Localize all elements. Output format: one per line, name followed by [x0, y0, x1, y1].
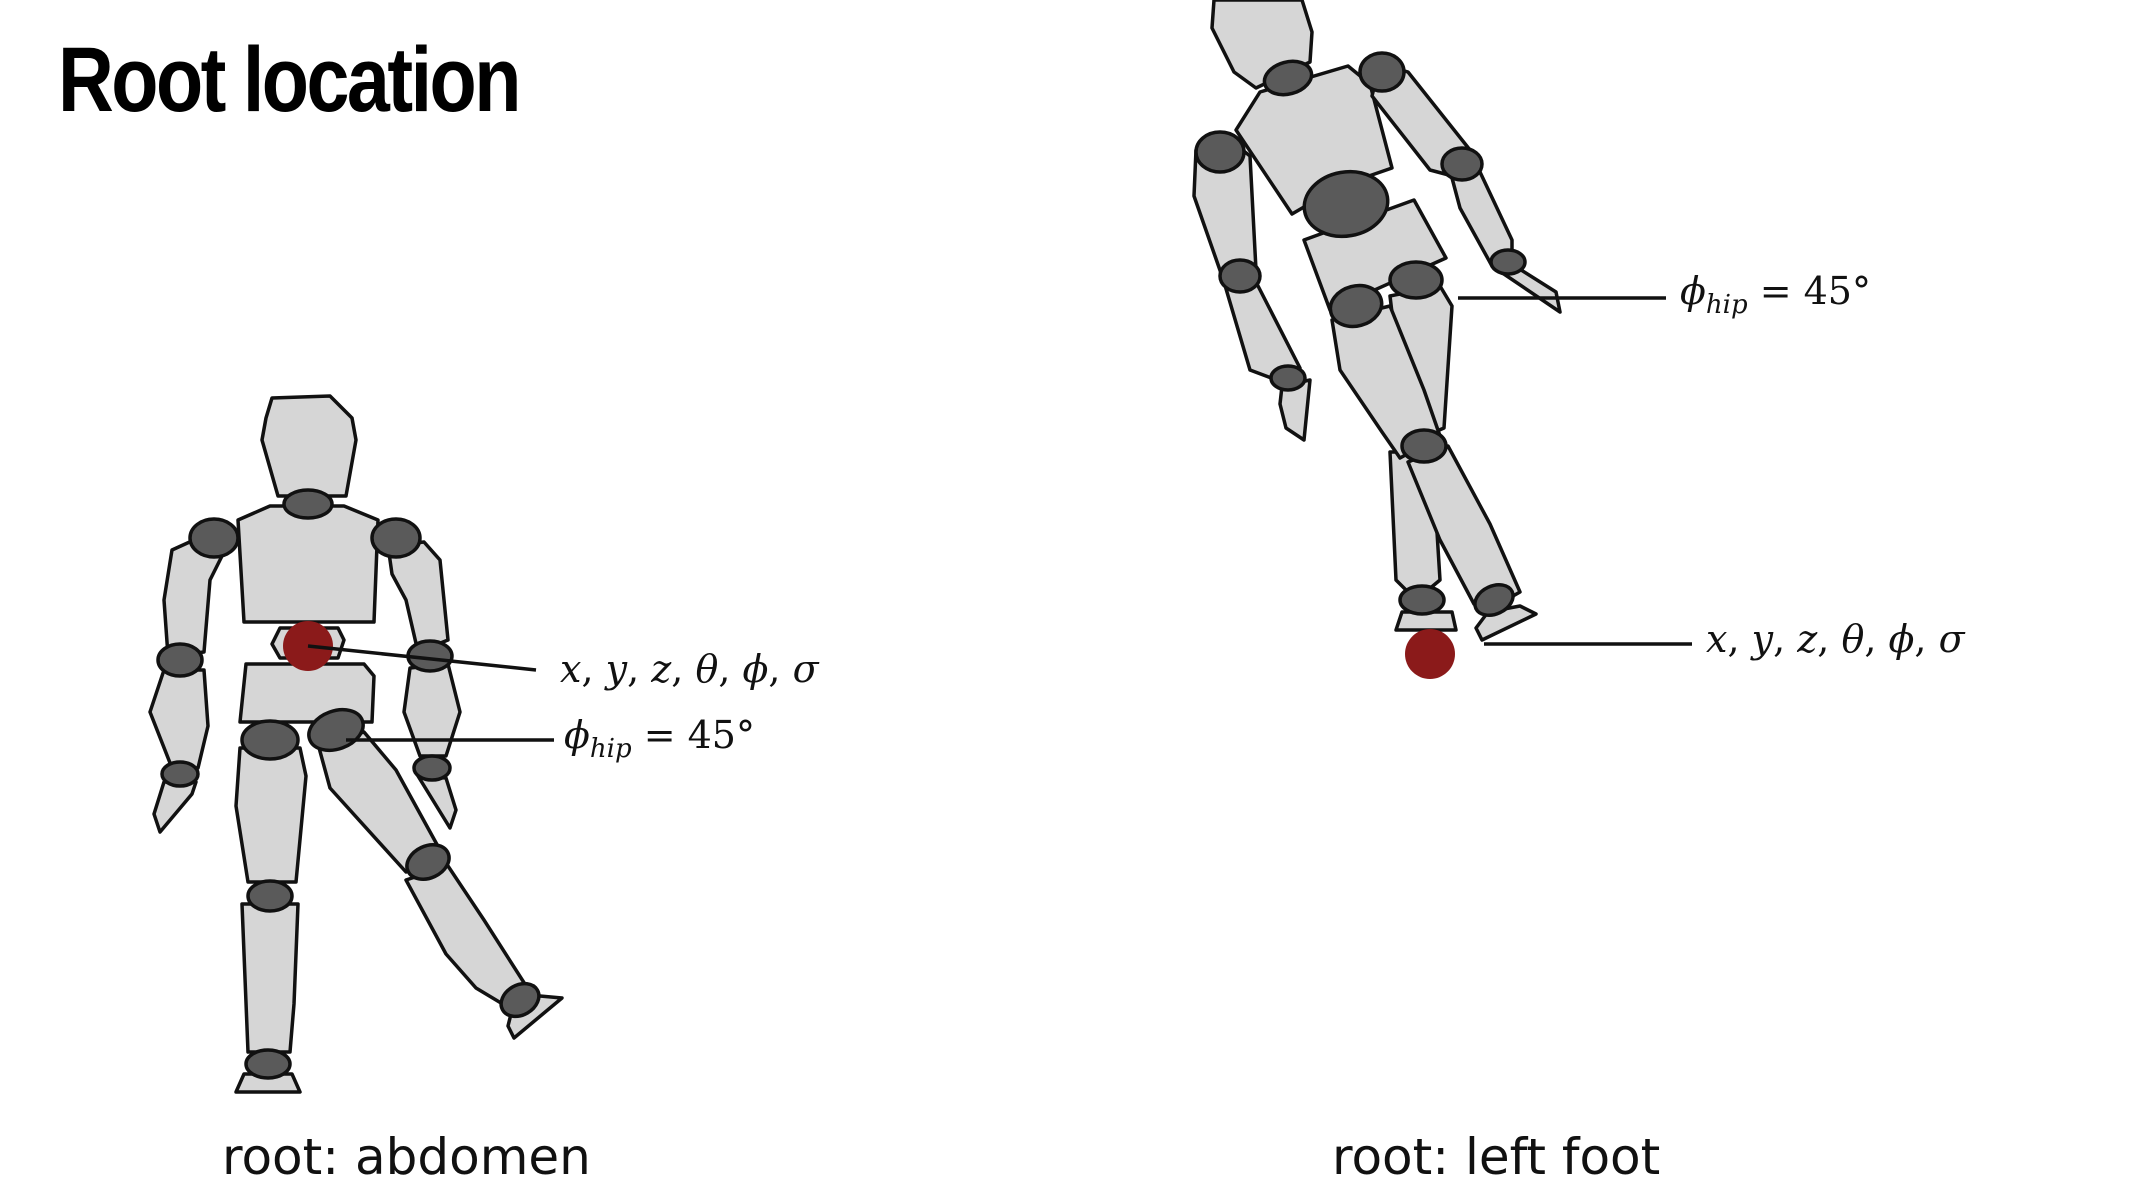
elbow-joint-right — [1218, 258, 1262, 294]
ankle-joint-left — [1398, 584, 1446, 616]
knee-joint-right — [246, 879, 294, 913]
neck-joint — [1262, 59, 1314, 97]
caption-root-abdomen: root: abdomen — [222, 1128, 591, 1186]
caption-root-left-foot: root: left foot — [1332, 1128, 1661, 1186]
forearm-right — [148, 668, 210, 770]
hand-right — [152, 780, 198, 834]
neck-joint — [282, 488, 334, 520]
shoulder-joint-right — [188, 517, 240, 559]
wrist-joint-right — [1269, 364, 1307, 392]
slide-title: Root location — [58, 29, 521, 131]
hip-joint-left — [1388, 260, 1444, 300]
hip-joint-right — [240, 719, 300, 761]
root-dof-label: x, y, z, θ, ϕ, σ — [560, 647, 820, 691]
wrist-joint-left — [412, 754, 452, 782]
root-marker-foot — [1405, 629, 1455, 679]
pelvis — [238, 662, 376, 724]
figure-abdomen-root: x, y, z, θ, ϕ, σ ϕhip = 45° — [148, 394, 820, 1094]
thigh-right — [234, 746, 308, 884]
elbow-joint-right — [156, 642, 204, 678]
forearm-left — [402, 662, 462, 758]
chest — [236, 504, 380, 624]
hip-joint-right — [1328, 283, 1384, 329]
ankle-joint-left — [499, 981, 541, 1019]
wrist-joint-left — [1489, 248, 1527, 276]
head — [260, 394, 358, 498]
root-leader-line — [307, 644, 537, 672]
elbow-joint-left — [1440, 146, 1484, 182]
shin-right — [240, 902, 300, 1054]
ankle-joint-right — [1473, 583, 1515, 617]
hip-angle-label: ϕhip = 45° — [564, 713, 755, 764]
shin-left — [404, 864, 532, 1008]
knee-joint-right — [1400, 428, 1448, 464]
shoulder-joint-left — [370, 517, 422, 559]
shoulder-joint-right — [1194, 130, 1246, 174]
figure-foot-root: ϕhip = 45° x, y, z, θ, ϕ, σ — [1192, 0, 1966, 679]
hip-angle-label: ϕhip = 45° — [1680, 269, 1871, 320]
wrist-joint-right — [160, 760, 200, 788]
root-dof-label: x, y, z, θ, ϕ, σ — [1706, 617, 1966, 661]
shoulder-joint-left — [1358, 51, 1406, 93]
abdomen-joint — [1302, 169, 1390, 239]
knee-joint-left — [405, 843, 451, 881]
ankle-joint-right — [244, 1048, 292, 1080]
